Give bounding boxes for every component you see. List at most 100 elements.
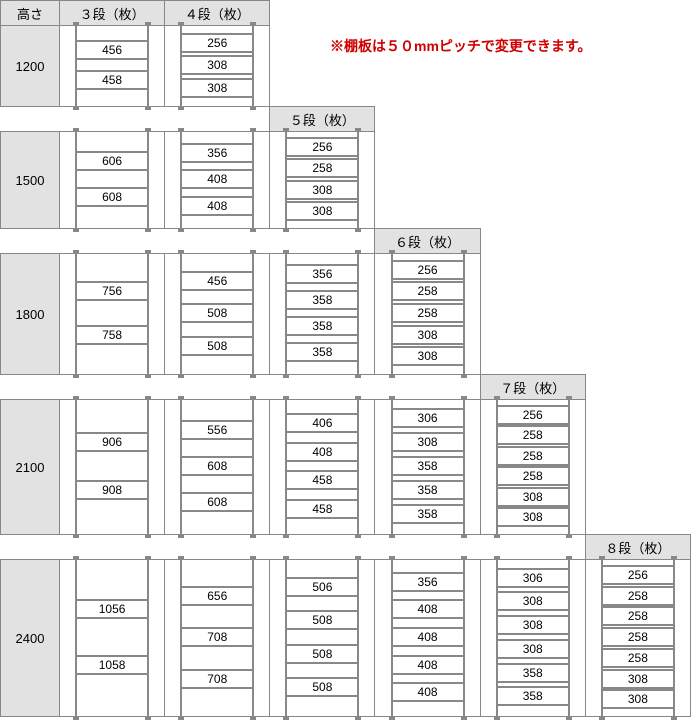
shelf-spacing-value: 258 xyxy=(498,466,568,486)
shelf-spacing-value: 358 xyxy=(498,686,568,706)
shelf-spacing-value: 358 xyxy=(393,480,463,500)
shelf-spacing-value: 358 xyxy=(287,342,357,362)
shelf-spacing-value: 258 xyxy=(603,627,673,647)
shelf-spacing-value: 458 xyxy=(287,470,357,490)
shelf-spacing-value: 508 xyxy=(287,644,357,664)
shelf-cell: 906 908 xyxy=(60,400,165,535)
shelf-spacing-value: 258 xyxy=(603,648,673,668)
shelf-cell: 356 408 408 408 408 xyxy=(375,560,480,717)
shelf-spacing-value: 756 xyxy=(77,281,147,301)
shelf-spacing-value: 356 xyxy=(182,143,252,163)
shelf-spacing-value: 308 xyxy=(182,78,252,98)
shelf-spacing-value: 356 xyxy=(393,572,463,592)
shelf-spacing-value: 308 xyxy=(498,487,568,507)
shelf-spacing-value: 258 xyxy=(393,281,463,301)
height-header: 高さ xyxy=(1,1,60,26)
shelf-spacing-value: 358 xyxy=(498,663,568,683)
shelf-spacing-value: 358 xyxy=(287,316,357,336)
shelf-cell: 656 708 708 xyxy=(165,560,270,717)
shelf-spacing-value: 308 xyxy=(603,669,673,689)
shelf-spacing-value: 508 xyxy=(287,677,357,697)
shelf-spacing-value: 258 xyxy=(498,425,568,445)
shelf-cell: 456 458 xyxy=(60,26,165,107)
shelf-spacing-value: 358 xyxy=(393,456,463,476)
shelf-cell: 506 508 508 508 xyxy=(270,560,375,717)
shelf-spacing-value: 258 xyxy=(603,606,673,626)
shelf-spacing-value: 406 xyxy=(287,413,357,433)
shelf-cell: 556 608 608 xyxy=(165,400,270,535)
shelf-spacing-value: 408 xyxy=(182,196,252,216)
shelf-spacing-value: 408 xyxy=(182,169,252,189)
shelf-spacing-value: 708 xyxy=(182,627,252,647)
shelf-spec-table: 高さ３段（枚）４段（枚）1200456458256308308５段（枚）1500… xyxy=(0,0,691,717)
shelf-spacing-value: 408 xyxy=(393,655,463,675)
pitch-note: ※棚板は５０mmピッチで変更できます。 xyxy=(330,36,592,56)
shelf-spacing-value: 508 xyxy=(182,303,252,323)
height-value: 1500 xyxy=(1,132,60,229)
shelf-spacing-value: 906 xyxy=(77,432,147,452)
shelf-cell: 306 308 308 308 358 358 xyxy=(480,560,585,717)
shelf-cell: 256308308 xyxy=(165,26,270,107)
shelf-spacing-value: 356 xyxy=(287,264,357,284)
shelf-spacing-value: 506 xyxy=(287,577,357,597)
shelf-cell: 256258258258308308 xyxy=(480,400,585,535)
height-value: 1200 xyxy=(1,26,60,107)
shelf-spacing-value: 408 xyxy=(287,442,357,462)
shelf-spacing-value: 306 xyxy=(393,408,463,428)
shelf-spacing-value: 306 xyxy=(498,568,568,588)
shelf-spacing-value: 456 xyxy=(77,40,147,60)
shelf-cell: 356 358 358 358 xyxy=(270,254,375,375)
shelf-spacing-value: 458 xyxy=(287,499,357,519)
shelf-cell: 356 408 408 xyxy=(165,132,270,229)
shelf-cell: 756 758 xyxy=(60,254,165,375)
shelf-spacing-value: 456 xyxy=(182,271,252,291)
shelf-spacing-value: 608 xyxy=(77,187,147,207)
shelf-spacing-value: 508 xyxy=(287,610,357,630)
shelf-spacing-value: 308 xyxy=(393,325,463,345)
shelf-cell: 256258258308308 xyxy=(375,254,480,375)
shelf-spacing-value: 256 xyxy=(603,565,673,585)
shelf-spacing-value: 908 xyxy=(77,480,147,500)
shelf-spacing-value: 458 xyxy=(77,70,147,90)
shelf-spacing-value: 308 xyxy=(498,615,568,635)
shelf-cell: 406 408 458 458 xyxy=(270,400,375,535)
shelf-spacing-value: 256 xyxy=(182,33,252,53)
shelf-spacing-value: 508 xyxy=(182,336,252,356)
shelf-spacing-value: 1056 xyxy=(77,599,147,619)
shelf-spacing-value: 708 xyxy=(182,669,252,689)
shelf-cell: 606 608 xyxy=(60,132,165,229)
shelf-spacing-value: 308 xyxy=(287,201,357,221)
shelf-spacing-value: 358 xyxy=(287,290,357,310)
shelf-spacing-value: 308 xyxy=(498,639,568,659)
shelf-spacing-value: 758 xyxy=(77,325,147,345)
shelf-spacing-value: 308 xyxy=(498,507,568,527)
shelf-spacing-value: 408 xyxy=(393,682,463,702)
height-value: 2100 xyxy=(1,400,60,535)
shelf-cell: 256258258258258308308 xyxy=(585,560,690,717)
shelf-spacing-value: 258 xyxy=(498,446,568,466)
shelf-spacing-value: 358 xyxy=(393,504,463,524)
shelf-cell: 306 308 358 358 358 xyxy=(375,400,480,535)
shelf-spacing-value: 258 xyxy=(393,303,463,323)
shelf-spacing-value: 308 xyxy=(603,689,673,709)
shelf-spacing-value: 308 xyxy=(498,591,568,611)
shelf-cell: 1056 1058 xyxy=(60,560,165,717)
shelf-spacing-value: 608 xyxy=(182,456,252,476)
shelf-spacing-value: 408 xyxy=(393,627,463,647)
height-value: 1800 xyxy=(1,254,60,375)
shelf-spacing-value: 258 xyxy=(603,586,673,606)
shelf-spacing-value: 256 xyxy=(393,260,463,280)
shelf-spacing-value: 308 xyxy=(393,346,463,366)
height-value: 2400 xyxy=(1,560,60,717)
shelf-spacing-value: 308 xyxy=(182,55,252,75)
shelf-spacing-value: 308 xyxy=(287,180,357,200)
shelf-spacing-value: 308 xyxy=(393,432,463,452)
shelf-spacing-value: 656 xyxy=(182,586,252,606)
shelf-spacing-value: 256 xyxy=(287,137,357,157)
shelf-spacing-value: 408 xyxy=(393,599,463,619)
shelf-spacing-value: 608 xyxy=(182,492,252,512)
shelf-spacing-value: 1058 xyxy=(77,655,147,675)
shelf-spacing-value: 606 xyxy=(77,151,147,171)
shelf-cell: 456 508 508 xyxy=(165,254,270,375)
shelf-spacing-value: 556 xyxy=(182,420,252,440)
